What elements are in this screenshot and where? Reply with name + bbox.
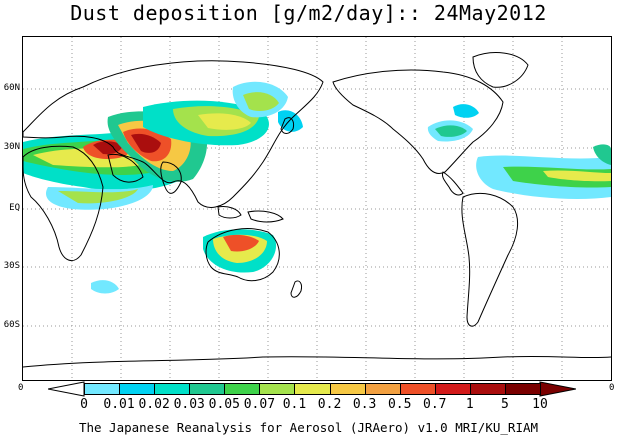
credit-line: The Japanese Reanalysis for Aerosol (JRA… [78,420,539,435]
colorbar-tick-label: 0.5 [387,397,412,412]
world-map [22,36,612,381]
colorbar [47,381,577,397]
colorbar-segment [294,383,331,395]
colorbar-tick-label: 0.03 [173,397,205,412]
colorbar-segment [469,383,506,395]
colorbar-tick-label: 5 [501,397,509,412]
lat-label-60n: 60N [3,83,20,93]
colorbar-segment [434,383,471,395]
colorbar-segment [364,383,401,395]
lat-label-30n: 30N [3,142,20,152]
colorbar-segment [259,383,296,395]
colorbar-tick-label: 0.05 [208,397,240,412]
map-title: Dust deposition [g/m2/day]:: 24May2012 [70,1,547,25]
corner-label-left: 0 [18,383,24,393]
dust-field [23,81,611,294]
colorbar-tick-label: 1 [465,397,474,412]
colorbar-tick-label: 0.2 [317,397,342,412]
colorbar-tick-label: 0.07 [243,397,276,412]
colorbar-tick-label: 0.1 [282,397,307,412]
map-canvas [23,37,611,380]
colorbar-tick-label: 0.02 [138,397,170,412]
colorbar-segment [399,383,436,395]
colorbar-tick-label: 0 [80,397,88,412]
lat-label-30s: 30S [3,261,20,271]
colorbar-tick-label: 0.01 [103,397,135,412]
colorbar-segment [119,383,156,395]
lat-label-60s: 60S [3,320,20,330]
colorbar-tick-label: 0.3 [352,397,377,412]
colorbar-tick-label: 10 [532,397,548,412]
colorbar-tick-label: 0.7 [423,397,447,412]
colorbar-segment [154,383,191,395]
corner-label-right: 0 [609,383,615,393]
colorbar-segment [329,383,366,395]
colorbar-segment [224,383,261,395]
coastlines [23,52,611,368]
lat-label-eq: EQ [9,203,20,213]
colorbar-segment [189,383,226,395]
colorbar-segment [504,383,541,395]
colorbar-segment [84,383,121,395]
